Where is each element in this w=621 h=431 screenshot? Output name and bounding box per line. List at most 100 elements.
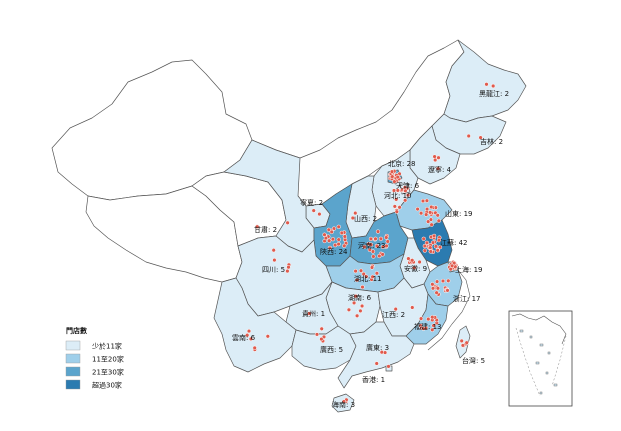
store-dot-heilongjiang xyxy=(491,83,496,89)
province-label-hongkong: 香港: 1 xyxy=(362,375,385,384)
store-dot-shaanxi xyxy=(339,230,344,236)
store-dot-shanxi xyxy=(353,210,358,216)
store-dot-hebei xyxy=(392,204,397,209)
store-dot-hunan xyxy=(354,313,360,318)
store-dot-shaanxi xyxy=(336,237,341,242)
store-dot-henan xyxy=(384,235,389,240)
province-label-shandong: 山東: 19 xyxy=(445,209,473,218)
store-dot-jiangsu xyxy=(428,245,433,250)
store-dot-shandong xyxy=(429,204,434,210)
store-dot-shandong xyxy=(429,222,434,227)
legend-title: 門店數 xyxy=(66,326,87,335)
store-dot-shaanxi xyxy=(342,243,347,248)
store-dot-henan xyxy=(368,242,374,247)
store-dot-sichuan xyxy=(271,248,276,253)
province-labels: 黑龍江: 2 吉林: 2 遼寧: 4 北京: 28 天津: 6 河北: 10 寧夏: 2 山西… xyxy=(232,89,509,409)
store-dot-hunan xyxy=(358,308,363,314)
store-dot-henan xyxy=(371,254,376,259)
store-dot-yunnan xyxy=(246,328,252,334)
store-dot-zhejiang xyxy=(434,290,439,295)
store-dot-beijing xyxy=(390,174,395,179)
store-dot-fujian xyxy=(431,323,436,328)
store-dot-jilin xyxy=(478,135,483,140)
store-dot-hubei xyxy=(360,284,365,290)
province-label-jiangsu: 江蘇: 42 xyxy=(440,238,468,247)
store-dot-jiangsu xyxy=(428,249,433,254)
store-dot-jiangsu xyxy=(437,245,443,250)
store-dot-heilongjiang xyxy=(484,82,489,87)
store-dot-beijing xyxy=(389,169,395,174)
store-dot-hubei xyxy=(370,274,375,279)
store-dot-shaanxi xyxy=(330,237,336,242)
store-dot-shandong xyxy=(424,212,429,217)
province-yunnan[interactable] xyxy=(213,277,297,373)
legend-swatch-3 xyxy=(65,366,81,377)
store-dot-henan xyxy=(377,253,382,259)
store-dot-jiangsu xyxy=(421,236,426,241)
store-dot-hunan xyxy=(351,300,357,306)
store-dot-anhui xyxy=(406,256,411,261)
store-dot-shandong xyxy=(424,206,430,212)
south-china-sea-inset xyxy=(508,310,573,407)
province-label-guangxi: 廣西: 5 xyxy=(320,345,343,354)
store-dot-hunan xyxy=(353,294,359,299)
province-label-jilin: 吉林: 2 xyxy=(480,137,503,146)
province-label-hebei: 河北: 10 xyxy=(384,192,412,200)
store-dot-henan xyxy=(367,247,372,252)
store-dot-yunnan xyxy=(252,345,257,351)
store-dot-liaoning xyxy=(432,154,437,159)
store-dot-henan xyxy=(385,239,390,244)
store-dot-hebei xyxy=(391,188,397,193)
store-dot-taiwan xyxy=(464,340,469,345)
store-dot-jiangsu xyxy=(422,248,427,253)
store-dot-ningxia xyxy=(311,208,316,213)
store-dot-jiangsu xyxy=(436,238,442,243)
legend-swatch-1 xyxy=(65,340,81,351)
store-dot-jiangxi xyxy=(410,305,415,310)
store-dot-zhejiang xyxy=(430,286,436,291)
store-dot-gansu xyxy=(255,224,260,229)
store-dot-yunnan xyxy=(265,334,270,339)
province-label-ningxia: 寧夏: 2 xyxy=(300,198,323,207)
store-dot-shandong xyxy=(424,198,430,203)
store-dot-jiangsu xyxy=(424,240,430,245)
store-dot-guangxi xyxy=(319,326,324,331)
store-dot-shandong xyxy=(435,213,440,218)
province-label-guangdong: 廣東: 3 xyxy=(366,343,389,352)
province-label-gansu: 甘肅: 2 xyxy=(254,225,277,234)
store-dot-sichuan xyxy=(272,257,277,263)
store-dot-shandong xyxy=(418,211,424,216)
store-dot-guizhou xyxy=(307,311,312,316)
store-dot-fujian xyxy=(430,315,435,320)
inset-dashes xyxy=(515,327,567,397)
store-dot-henan xyxy=(368,236,374,242)
province-label-hainan: 海南: 3 xyxy=(332,400,355,409)
store-dot-hebei xyxy=(403,188,408,193)
store-dot-gansu xyxy=(285,220,290,225)
store-dot-yunnan xyxy=(245,333,250,338)
store-dot-shaanxi xyxy=(329,229,334,235)
store-dot-hebei xyxy=(403,198,408,203)
province-label-tianjin: 天津: 6 xyxy=(396,182,420,190)
store-dot-hebei xyxy=(394,197,399,202)
store-dot-anhui xyxy=(412,265,417,270)
store-dot-hubei xyxy=(369,265,375,270)
province-label-yunnan: 雲南: 6 xyxy=(232,333,256,342)
store-dot-shanxi xyxy=(350,215,355,221)
store-dot-hunan xyxy=(346,307,352,312)
store-dot-jiangsu xyxy=(431,233,437,239)
province-label-jiangxi: 江西: 2 xyxy=(382,311,405,319)
store-dot-zhejiang xyxy=(446,278,451,283)
store-dot-zhejiang xyxy=(435,286,441,291)
inset-coast xyxy=(511,313,567,345)
store-dot-beijing xyxy=(392,179,397,184)
province-label-heilongjiang: 黑龍江: 2 xyxy=(479,89,509,98)
legend-label-2: 11至20家 xyxy=(92,355,124,364)
store-dot-liaoning xyxy=(436,155,441,160)
province-label-anhui: 安徽: 9 xyxy=(404,264,427,273)
store-dot-zhejiang xyxy=(434,279,440,284)
province-guangdong[interactable] xyxy=(337,321,415,389)
store-dot-hubei xyxy=(374,271,380,276)
store-dot-hubei xyxy=(354,277,360,283)
